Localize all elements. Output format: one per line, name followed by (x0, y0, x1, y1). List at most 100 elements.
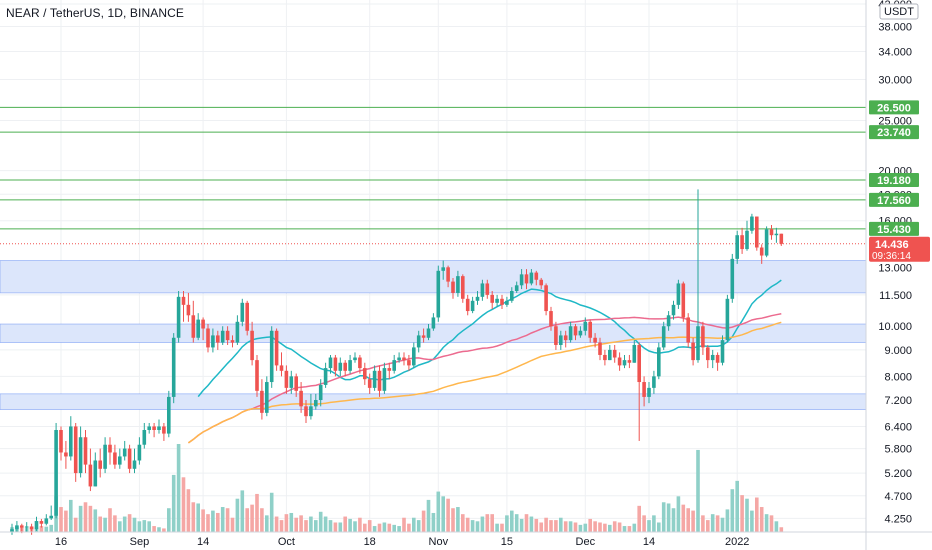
volume-bar (529, 516, 534, 532)
candle-body (475, 296, 480, 301)
support-zone (0, 393, 867, 410)
countdown-timer: 09:36:14 (872, 251, 911, 262)
volume-bars (10, 444, 784, 532)
candle-body (304, 406, 308, 417)
candle-body (260, 390, 264, 413)
volume-bar (314, 520, 318, 532)
candle-body (769, 229, 774, 236)
candle-body (372, 370, 377, 388)
volume-bar (250, 504, 254, 532)
volume-bar (593, 521, 597, 532)
volume-bar (260, 508, 264, 532)
y-tick-label: 9.000 (884, 345, 912, 357)
candle-body (167, 396, 171, 434)
candle-body (681, 283, 686, 318)
candle-body (505, 300, 509, 305)
x-tick-label: 16 (55, 536, 67, 548)
candle-body (416, 335, 421, 348)
volume-bar (353, 521, 357, 532)
candle-body (755, 216, 759, 248)
candle-body (20, 525, 24, 528)
volume-bar (465, 517, 470, 532)
candle-body (201, 319, 205, 329)
volume-bar (676, 496, 681, 532)
candle-body (240, 302, 245, 322)
candle-body (676, 283, 681, 305)
volume-bar (549, 520, 553, 532)
volume-bar (108, 508, 112, 532)
candle-body (49, 515, 53, 519)
volume-bar (196, 503, 200, 532)
candle-body (118, 456, 122, 465)
last-price-tag (869, 236, 930, 262)
candle-body (554, 326, 558, 345)
candle-body (367, 379, 372, 388)
candle-body (328, 357, 333, 369)
volume-bar (289, 512, 294, 532)
candle-body (608, 349, 612, 361)
volume-bar (162, 528, 166, 532)
candle-body (78, 437, 83, 474)
candle-body (289, 376, 294, 388)
volume-bar (559, 517, 563, 532)
volume-bar (269, 492, 274, 532)
candle-body (774, 233, 779, 236)
volume-bar (44, 526, 49, 532)
candle-body (485, 283, 490, 295)
volume-bar (598, 522, 602, 532)
candle-body (519, 274, 524, 286)
moving-averages (187, 279, 782, 444)
volume-bar (446, 498, 450, 532)
volume-bar (573, 522, 578, 532)
candle-body (103, 444, 107, 469)
level-price-tag (869, 100, 919, 115)
last-price-value: 14.436 (875, 239, 909, 251)
volume-bar (255, 493, 259, 532)
volume-bar (387, 523, 392, 532)
candle-body (465, 298, 470, 312)
candle-body (93, 460, 98, 487)
candle-body (137, 444, 142, 461)
candle-body (309, 406, 313, 417)
candle-body (10, 529, 14, 532)
candle-body (612, 349, 617, 358)
volume-bar (309, 516, 313, 532)
level-price-label: 19.180 (877, 175, 911, 187)
y-tick-label: 30.000 (878, 75, 912, 87)
candle-body (461, 276, 465, 299)
candle-body (627, 360, 632, 363)
candle-body (196, 319, 200, 338)
level-price-label: 17.560 (877, 195, 911, 207)
y-tick-label: 7.200 (884, 395, 912, 407)
candle-body (441, 267, 445, 271)
volume-bar (627, 526, 632, 532)
volume-bar (750, 510, 754, 532)
volume-bar (167, 508, 171, 532)
volume-bar (358, 517, 362, 532)
x-tick-label: 14 (197, 536, 209, 548)
currency-badge (879, 3, 919, 20)
volume-bar (201, 509, 205, 532)
candle-body (593, 337, 597, 343)
volume-bar (299, 515, 303, 532)
volume-bar (426, 499, 431, 532)
volume-bar (230, 517, 235, 532)
volume-bar (318, 511, 323, 532)
volume-bar (510, 510, 514, 532)
candle-body (113, 452, 117, 465)
volume-bar (186, 489, 191, 532)
candle-body (29, 526, 34, 530)
candle-body (490, 294, 494, 303)
candle-body (358, 357, 362, 369)
candle-body (573, 326, 578, 336)
candle-body (44, 518, 49, 524)
moving-average-fast (197, 279, 782, 398)
candle-body (338, 362, 343, 371)
volume-bar (563, 521, 568, 532)
candle-body (657, 347, 661, 377)
volume-bar (544, 517, 548, 532)
y-tick-label: 4.250 (884, 513, 912, 525)
candle-body (147, 426, 151, 430)
candle-body (142, 429, 147, 445)
